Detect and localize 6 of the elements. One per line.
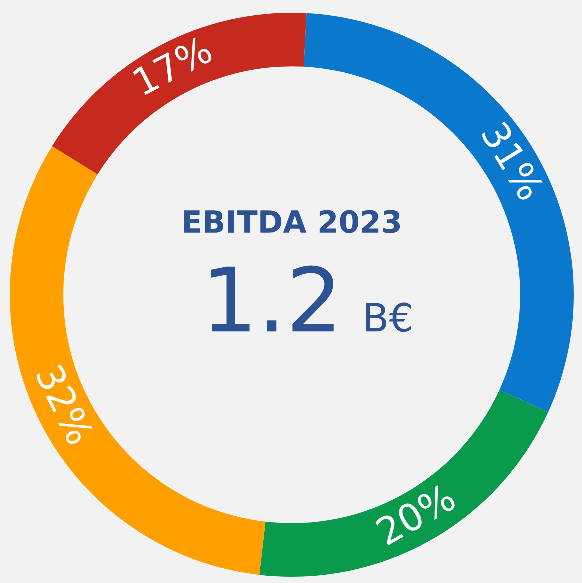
data-label: 32% [36, 364, 96, 446]
text: B€ [366, 302, 412, 332]
text: 1.2 [211, 266, 334, 332]
text: EBITDA 2023 [184, 210, 400, 234]
data-label: 17% [132, 34, 214, 96]
data-label: 20% [374, 482, 458, 546]
